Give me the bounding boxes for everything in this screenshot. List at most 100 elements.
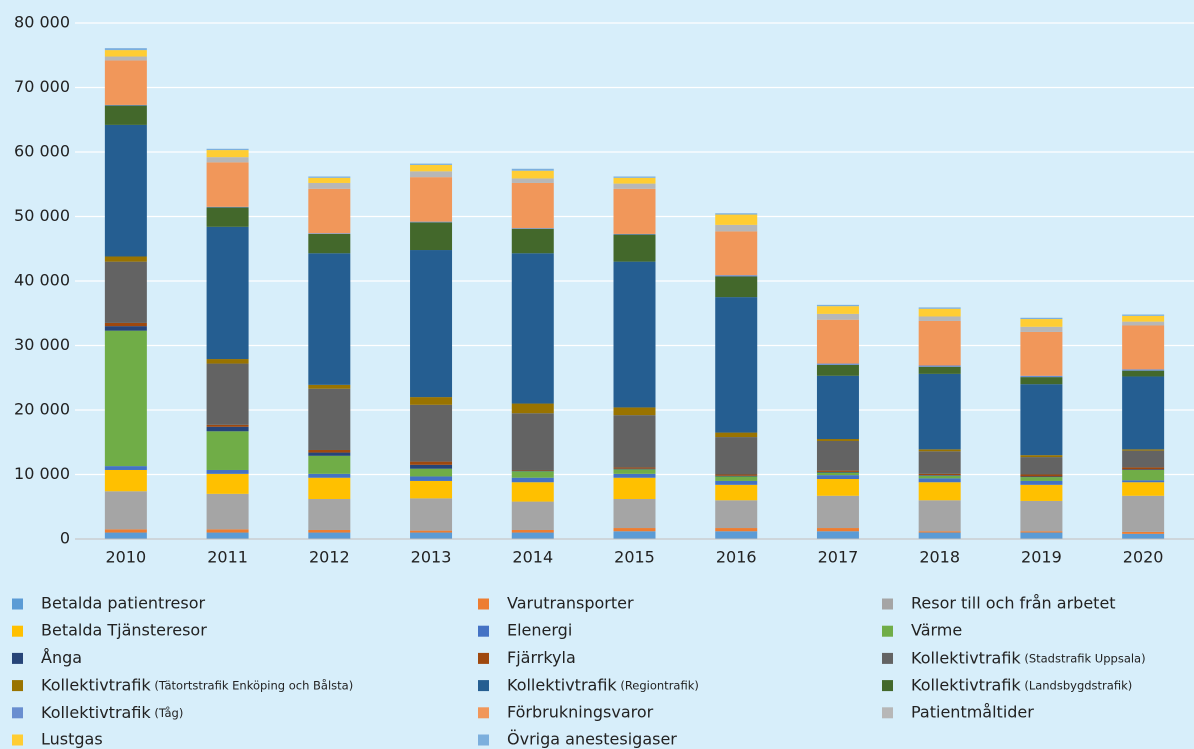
bar-segment (715, 224, 758, 232)
bar-segment (206, 359, 249, 364)
legend-marker (478, 625, 489, 637)
legend-label: Ånga (41, 648, 82, 667)
legend-label: Patientmåltider (911, 702, 1034, 721)
bar-segment (511, 471, 554, 478)
bar-segment (104, 491, 147, 530)
bar-segment (715, 432, 758, 438)
bar-segment (918, 308, 961, 317)
bar-segment (1122, 467, 1165, 470)
bar-segment (1122, 469, 1165, 470)
legend-label: Kollektivtrafik (Tåg) (41, 702, 183, 721)
bar-segment (715, 474, 758, 476)
legend-label: Resor till och från arbetet (911, 594, 1116, 613)
bar-segment (206, 473, 249, 494)
bar-segment (308, 455, 351, 474)
x-tick-label: 2013 (411, 548, 452, 567)
bar-segment (918, 316, 961, 321)
bar-segment (1122, 533, 1165, 539)
bar-segment (1020, 375, 1063, 378)
legend-label: Kollektivtrafik (Stadstrafik Uppsala) (911, 648, 1146, 667)
bar-segment (1122, 370, 1165, 377)
bar-segment (511, 501, 554, 530)
legend-label: Kollektivtrafik (Regiontrafik) (507, 675, 699, 694)
bar-segment (206, 226, 249, 360)
bar-segment (308, 233, 351, 254)
bar-segment (308, 233, 351, 234)
bar-segment (918, 473, 961, 476)
legend-label: Förbrukningsvaror (507, 702, 654, 721)
bar-segment (410, 250, 453, 398)
bar-segment (410, 498, 453, 531)
bar-segment (308, 182, 351, 189)
bar-segment (1020, 476, 1063, 478)
bar-segment (1122, 321, 1165, 326)
bar-segment (715, 531, 758, 539)
bar-segment (918, 532, 961, 539)
bar-segment (206, 148, 249, 151)
bar-segment (1122, 314, 1165, 316)
bar-segment (613, 473, 656, 478)
bar-segment (511, 182, 554, 229)
bar-segment (410, 163, 453, 165)
bar-segment (308, 388, 351, 450)
legend-label: Elenergi (507, 621, 572, 640)
bar-segment (104, 60, 147, 105)
bar-segment (206, 157, 249, 163)
bar-segment (104, 261, 147, 323)
bar-segment (613, 469, 656, 474)
bar-segment (1122, 480, 1165, 483)
y-tick-label: 70 000 (14, 77, 70, 96)
bar-segment (1020, 474, 1063, 477)
bar-segment (715, 275, 758, 277)
bar-segment (511, 228, 554, 254)
y-tick-label: 80 000 (14, 13, 70, 32)
bar-segment (206, 493, 249, 530)
bar-segment (410, 164, 453, 172)
x-tick-label: 2018 (919, 548, 960, 567)
bar-segment (511, 532, 554, 539)
bar-segment (816, 364, 859, 376)
bar-segment (816, 495, 859, 529)
bar-segment (206, 529, 249, 533)
bar-segment (1122, 482, 1165, 496)
bar-segment (1020, 500, 1063, 532)
bar-segment (816, 304, 859, 307)
bar-segment (715, 484, 758, 501)
bar-segment (918, 475, 961, 476)
bar-segment (511, 170, 554, 179)
bar-segment (715, 231, 758, 276)
bar-segment (613, 234, 656, 262)
legend-marker (882, 680, 893, 692)
bar-segment (410, 461, 453, 465)
bar-segment (715, 297, 758, 433)
bar-segment (613, 188, 656, 234)
bar-segment (613, 407, 656, 416)
bar-segment (1020, 384, 1063, 456)
bar-segment (613, 177, 656, 184)
bar-segment (1020, 377, 1063, 385)
legend-marker (882, 625, 893, 637)
legend-marker (478, 734, 489, 746)
legend-label: Värme (911, 621, 962, 640)
y-tick-label: 60 000 (14, 142, 70, 161)
y-tick-label: 10 000 (14, 464, 70, 483)
bar-segment (206, 424, 249, 427)
bar-segment (715, 476, 758, 481)
bar-segment (104, 50, 147, 57)
legend-label: Kollektivtrafik (Landsbygdstrafik) (911, 675, 1132, 694)
bar-segment (1020, 326, 1063, 332)
bar-segment (715, 276, 758, 298)
bar-segment (1020, 457, 1063, 475)
bar-segment (104, 529, 147, 533)
legend-marker (12, 680, 23, 692)
bar-segment (104, 326, 147, 331)
bar-segment (715, 500, 758, 529)
legend-marker (478, 652, 489, 664)
bar-segment (308, 449, 351, 453)
bar-segment (816, 479, 859, 496)
legend-marker (478, 598, 489, 610)
bar-segment (918, 373, 961, 450)
x-tick-label: 2017 (818, 548, 859, 567)
bar-segment (104, 532, 147, 539)
bar-segment (613, 233, 656, 235)
